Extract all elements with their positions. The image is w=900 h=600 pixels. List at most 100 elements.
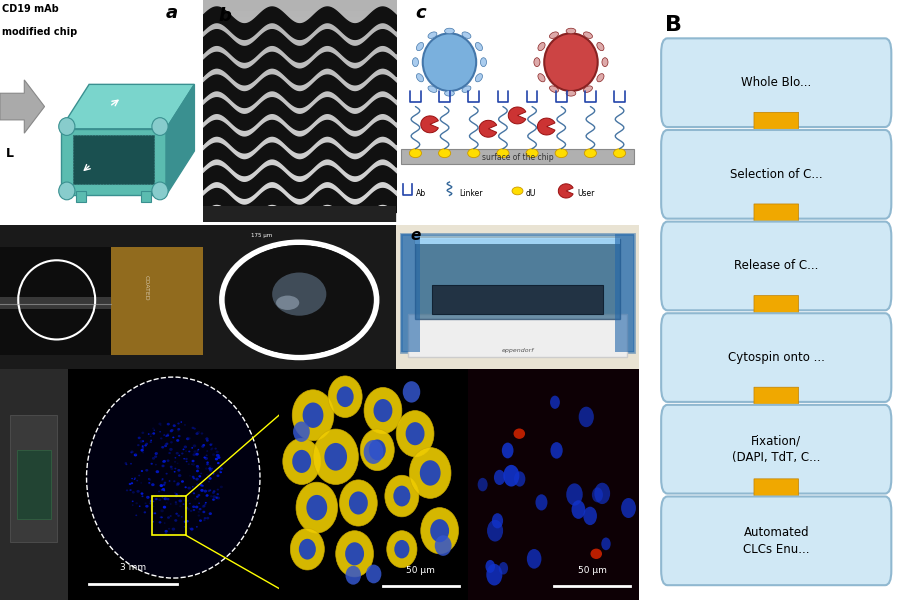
Ellipse shape [176, 493, 178, 496]
Ellipse shape [168, 480, 170, 482]
Ellipse shape [125, 464, 128, 465]
Text: 3 mm: 3 mm [120, 563, 146, 572]
Ellipse shape [202, 444, 205, 446]
Ellipse shape [592, 487, 603, 502]
Ellipse shape [140, 493, 143, 495]
Ellipse shape [139, 475, 140, 476]
Ellipse shape [346, 542, 364, 565]
Ellipse shape [193, 478, 195, 479]
Text: b: b [218, 7, 231, 25]
Ellipse shape [417, 74, 424, 82]
Ellipse shape [194, 498, 196, 500]
Ellipse shape [215, 458, 218, 460]
Ellipse shape [145, 469, 148, 472]
Ellipse shape [205, 467, 208, 470]
Ellipse shape [514, 428, 525, 439]
Ellipse shape [211, 467, 213, 470]
Ellipse shape [152, 521, 154, 523]
Ellipse shape [124, 462, 127, 464]
Ellipse shape [217, 475, 220, 477]
Text: dU: dU [526, 188, 536, 197]
Ellipse shape [550, 86, 558, 92]
Ellipse shape [184, 458, 185, 460]
Ellipse shape [170, 430, 172, 432]
Ellipse shape [153, 430, 155, 431]
Ellipse shape [192, 463, 195, 466]
Ellipse shape [144, 511, 146, 514]
Polygon shape [61, 129, 166, 196]
Circle shape [58, 182, 75, 200]
Ellipse shape [210, 443, 213, 445]
Ellipse shape [176, 512, 178, 515]
Ellipse shape [438, 149, 451, 158]
Ellipse shape [306, 495, 328, 520]
Ellipse shape [566, 484, 582, 506]
Ellipse shape [162, 488, 165, 491]
Ellipse shape [192, 460, 194, 463]
Ellipse shape [212, 499, 215, 501]
Ellipse shape [195, 432, 199, 435]
Ellipse shape [174, 471, 176, 473]
Ellipse shape [594, 483, 610, 504]
Ellipse shape [209, 477, 212, 480]
Ellipse shape [614, 149, 626, 158]
Ellipse shape [189, 503, 191, 505]
Ellipse shape [194, 450, 196, 453]
Wedge shape [508, 107, 526, 124]
Ellipse shape [181, 452, 184, 455]
Ellipse shape [445, 91, 455, 96]
Ellipse shape [209, 490, 212, 491]
Ellipse shape [217, 488, 219, 491]
Ellipse shape [176, 452, 179, 455]
Ellipse shape [162, 497, 164, 499]
Ellipse shape [168, 452, 171, 454]
Ellipse shape [137, 444, 139, 446]
Ellipse shape [130, 489, 131, 491]
Ellipse shape [178, 455, 180, 456]
Ellipse shape [212, 473, 214, 475]
Ellipse shape [156, 452, 158, 454]
Ellipse shape [185, 520, 189, 523]
Ellipse shape [602, 58, 608, 67]
Ellipse shape [163, 460, 166, 463]
Ellipse shape [211, 448, 212, 451]
Text: c: c [416, 4, 426, 22]
Ellipse shape [412, 58, 418, 67]
Ellipse shape [135, 454, 137, 455]
Ellipse shape [192, 447, 194, 449]
Ellipse shape [160, 509, 164, 512]
Ellipse shape [502, 443, 514, 458]
Ellipse shape [163, 484, 166, 486]
Ellipse shape [155, 464, 157, 466]
Ellipse shape [150, 500, 152, 502]
Ellipse shape [154, 512, 157, 514]
Ellipse shape [198, 502, 200, 504]
Ellipse shape [177, 515, 180, 517]
Text: Ab: Ab [416, 188, 426, 197]
Ellipse shape [494, 470, 505, 485]
Ellipse shape [184, 445, 187, 448]
Ellipse shape [152, 513, 154, 514]
Bar [10, 415, 58, 542]
Ellipse shape [134, 454, 137, 457]
Ellipse shape [170, 429, 174, 431]
Ellipse shape [130, 482, 133, 484]
Ellipse shape [189, 527, 191, 529]
Ellipse shape [176, 439, 179, 442]
Bar [400, 233, 634, 352]
Polygon shape [742, 387, 811, 419]
Ellipse shape [166, 434, 169, 437]
Ellipse shape [181, 516, 183, 518]
Ellipse shape [206, 517, 210, 520]
Ellipse shape [491, 513, 503, 529]
Ellipse shape [291, 529, 324, 570]
Ellipse shape [152, 512, 154, 514]
Ellipse shape [166, 443, 168, 445]
Ellipse shape [203, 517, 206, 520]
Ellipse shape [205, 437, 209, 440]
Ellipse shape [151, 483, 155, 486]
Ellipse shape [175, 468, 176, 469]
Ellipse shape [366, 565, 382, 583]
Ellipse shape [512, 187, 523, 195]
Ellipse shape [339, 480, 377, 526]
